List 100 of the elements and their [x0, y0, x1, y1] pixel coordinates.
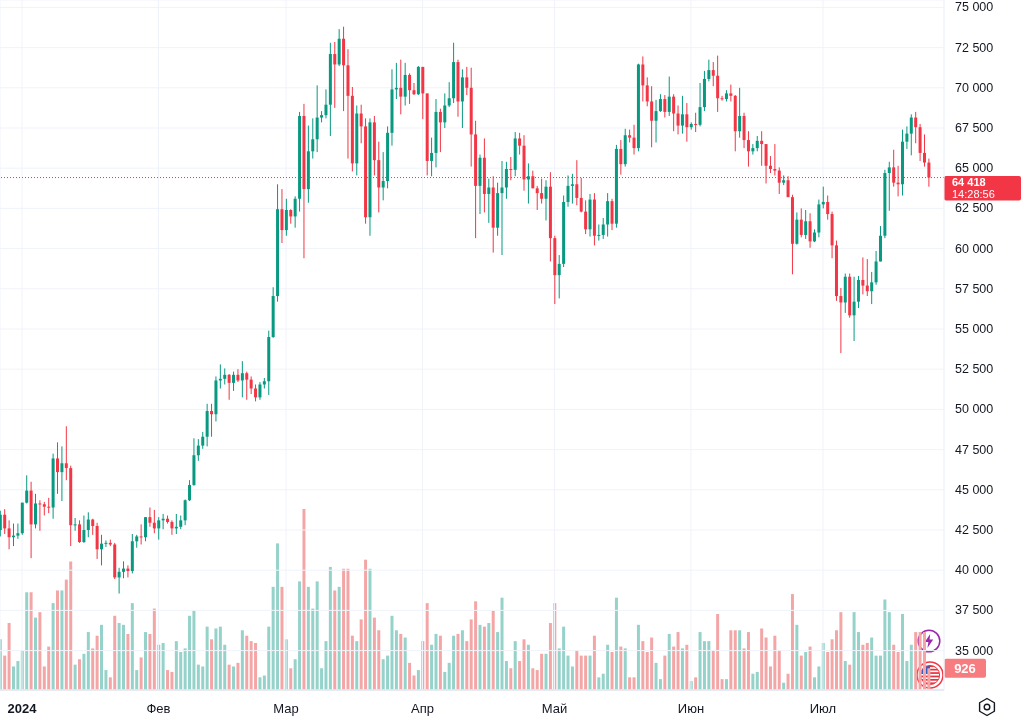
bar — [852, 612, 856, 690]
bar — [680, 648, 684, 690]
bar — [804, 651, 808, 690]
bar — [808, 646, 812, 690]
bar — [909, 644, 913, 690]
candlestick — [139, 523, 143, 545]
candlestick — [403, 62, 407, 106]
bar — [672, 646, 676, 690]
candlestick — [746, 130, 750, 168]
candlestick — [3, 508, 7, 535]
bar — [452, 635, 456, 690]
bar — [403, 637, 407, 690]
bar — [773, 635, 777, 690]
bar — [280, 586, 284, 690]
bar — [315, 581, 319, 690]
bar — [628, 677, 632, 690]
bar — [474, 601, 478, 690]
bar — [60, 590, 64, 690]
bar — [47, 646, 51, 690]
bar — [707, 641, 711, 690]
bar — [126, 633, 130, 690]
candlestick — [311, 117, 315, 160]
bar — [848, 664, 852, 690]
bar — [434, 633, 438, 690]
bar — [562, 626, 566, 690]
candlestick — [645, 76, 649, 107]
bar — [381, 659, 385, 690]
candlestick — [923, 133, 926, 168]
bar — [196, 664, 200, 690]
candlestick — [78, 519, 82, 544]
candlestick — [170, 519, 174, 536]
x-tick-label: Мар — [273, 700, 299, 716]
candlestick — [566, 174, 570, 208]
bar — [122, 624, 126, 690]
bar — [232, 666, 236, 690]
bar — [460, 630, 464, 690]
candlestick — [144, 516, 148, 542]
bar — [95, 635, 99, 690]
bar — [566, 655, 570, 690]
candlestick — [619, 139, 623, 176]
bar — [302, 509, 306, 690]
candlestick — [210, 403, 214, 438]
candlestick — [56, 441, 60, 495]
bar — [117, 623, 121, 690]
candlestick — [804, 209, 808, 240]
bar — [614, 597, 618, 690]
candlestick — [34, 493, 38, 529]
bar — [584, 655, 588, 690]
bar — [174, 641, 178, 690]
candlestick — [738, 87, 742, 139]
bar — [3, 655, 7, 690]
x-tick-label: 2024 — [7, 700, 38, 716]
bar — [650, 637, 654, 690]
bar — [606, 644, 610, 690]
bar — [733, 630, 737, 690]
candlestick — [676, 104, 680, 135]
bar — [456, 633, 460, 690]
y-tick-label: 72 500 — [955, 40, 994, 55]
candlestick — [500, 160, 504, 256]
candlestick — [0, 510, 2, 537]
bar — [491, 610, 495, 690]
bar — [575, 650, 579, 690]
candlestick — [447, 81, 451, 108]
bar — [306, 586, 310, 690]
bar — [790, 594, 794, 690]
bar — [518, 661, 522, 690]
candlestick — [610, 198, 614, 231]
bar — [874, 655, 878, 690]
candlestick — [104, 539, 108, 548]
candlestick — [909, 113, 913, 156]
y-tick-label: 52 500 — [955, 362, 994, 377]
bar — [25, 592, 29, 690]
candlestick — [73, 517, 77, 532]
candlestick — [654, 99, 658, 143]
candlestick — [914, 111, 918, 144]
bar — [152, 608, 156, 690]
candlestick — [716, 55, 720, 113]
bar — [698, 632, 702, 690]
candlestick — [535, 185, 539, 211]
candlestick — [38, 499, 42, 532]
bar — [755, 671, 759, 690]
candlestick — [852, 276, 856, 342]
candlestick — [188, 479, 192, 502]
bar — [777, 650, 781, 690]
bar — [900, 613, 904, 690]
bar — [843, 661, 847, 690]
bar — [254, 642, 258, 690]
bar — [496, 632, 500, 690]
bar — [69, 561, 73, 690]
y-tick-label: 42 500 — [955, 523, 994, 537]
bar — [86, 632, 90, 690]
bar — [685, 644, 689, 690]
bar — [51, 603, 55, 690]
bar — [509, 668, 513, 690]
bar — [16, 661, 20, 690]
bar — [328, 566, 332, 690]
candlestick — [148, 506, 152, 528]
candlestick — [412, 82, 416, 96]
bar — [236, 662, 240, 690]
candlestick — [729, 84, 733, 102]
